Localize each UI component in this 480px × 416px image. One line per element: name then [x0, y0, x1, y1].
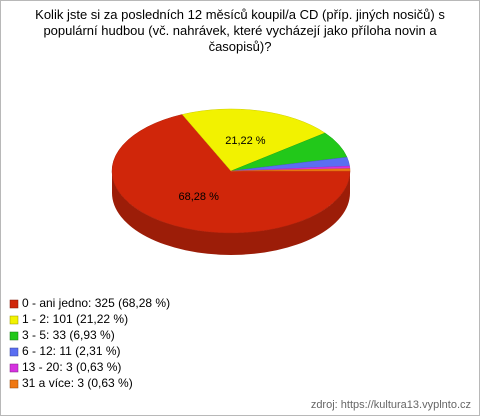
legend-swatch — [9, 347, 19, 357]
legend-label: 1 - 2: 101 (21,22 %) — [22, 312, 128, 326]
pie-slice — [181, 108, 326, 172]
slice-label: 68,28 % — [178, 191, 219, 203]
legend-swatch — [9, 299, 19, 309]
legend-swatch — [9, 379, 19, 389]
legend-label: 0 - ani jedno: 325 (68,28 %) — [22, 296, 170, 310]
pie-slice — [111, 114, 351, 234]
source: zdroj: https://kultura13.vyplnto.cz — [311, 399, 471, 411]
pie-slice — [230, 168, 351, 172]
slice-label: 21,22 % — [225, 135, 266, 147]
legend-swatch — [9, 363, 19, 373]
legend-label: 3 - 5: 33 (6,93 %) — [22, 328, 115, 342]
legend-label: 31 a více: 3 (0,63 %) — [22, 376, 133, 390]
legend-label: 6 - 12: 11 (2,31 %) — [22, 344, 121, 358]
legend-swatch — [9, 331, 19, 341]
chart-title: Kolik jste si za posledních 12 měsíců ko… — [35, 7, 445, 54]
legend-label: 13 - 20: 3 (0,63 %) — [22, 360, 121, 374]
legend-swatch — [9, 315, 19, 325]
pie-side — [112, 171, 350, 255]
